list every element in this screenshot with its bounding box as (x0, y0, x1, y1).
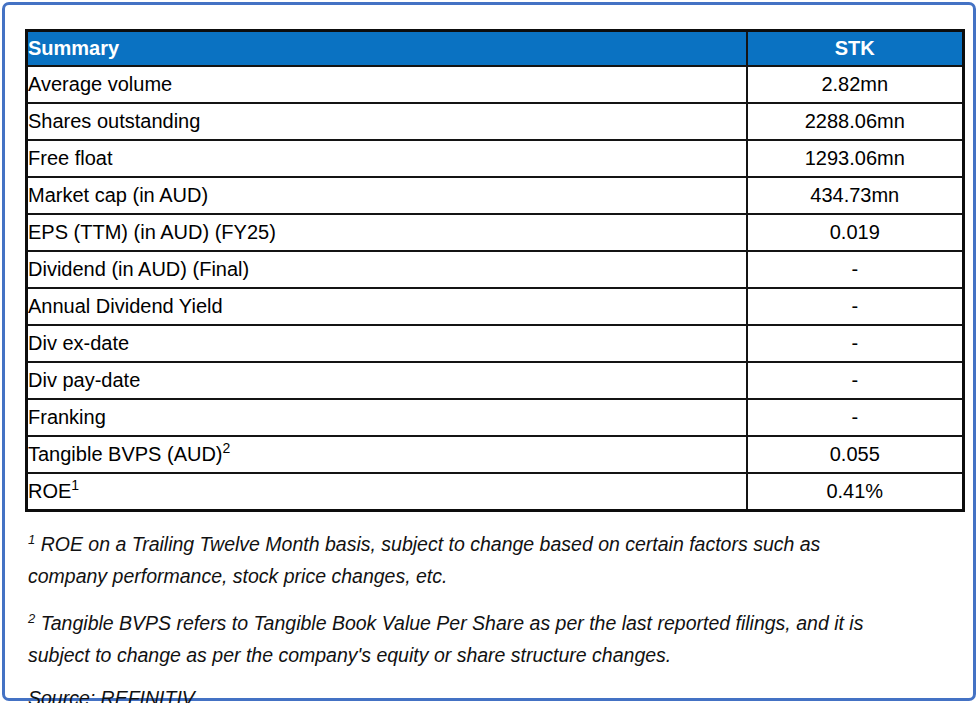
metric-label-text: Div pay-date (28, 369, 140, 391)
metric-label: EPS (TTM) (in AUD) (FY25) (27, 214, 747, 251)
footnote-2-marker: 2 (28, 611, 35, 626)
metric-label: ROE1 (27, 473, 747, 511)
metric-value: 0.055 (747, 436, 964, 473)
metric-value: - (747, 399, 964, 436)
footnote-2: 2 Tangible BVPS refers to Tangible Book … (28, 608, 900, 671)
table-row: ROE1 0.41% (27, 473, 964, 511)
metric-label-text: Annual Dividend Yield (28, 295, 223, 317)
metric-value: - (747, 362, 964, 399)
table-row: Tangible BVPS (AUD)2 0.055 (27, 436, 964, 473)
metric-label-text: Market cap (in AUD) (28, 184, 208, 206)
table-row: Shares outstanding 2288.06mn (27, 103, 964, 140)
metric-value: 0.41% (747, 473, 964, 511)
footnotes-section: 1 ROE on a Trailing Twelve Month basis, … (25, 529, 915, 703)
metric-label-text: Div ex-date (28, 332, 129, 354)
metric-label: Div ex-date (27, 325, 747, 362)
metric-label: Annual Dividend Yield (27, 288, 747, 325)
table-row: Div ex-date - (27, 325, 964, 362)
metric-label: Div pay-date (27, 362, 747, 399)
metric-value: 2.82mn (747, 66, 964, 103)
metric-value: 434.73mn (747, 177, 964, 214)
table-row: EPS (TTM) (in AUD) (FY25) 0.019 (27, 214, 964, 251)
metric-value: 1293.06mn (747, 140, 964, 177)
metric-value: 2288.06mn (747, 103, 964, 140)
footnote-1: 1 ROE on a Trailing Twelve Month basis, … (28, 529, 900, 592)
table-row: Div pay-date - (27, 362, 964, 399)
table-row: Franking - (27, 399, 964, 436)
metric-value: - (747, 325, 964, 362)
table-row: Free float 1293.06mn (27, 140, 964, 177)
metric-label: Tangible BVPS (AUD)2 (27, 436, 747, 473)
footnote-1-text: ROE on a Trailing Twelve Month basis, su… (28, 533, 820, 587)
footnote-1-marker: 1 (28, 532, 35, 547)
metric-value: - (747, 251, 964, 288)
table-row: Annual Dividend Yield - (27, 288, 964, 325)
metric-label-text: Average volume (28, 73, 172, 95)
summary-table: Summary STK Average volume 2.82mn Shares… (25, 29, 965, 512)
metric-label: Free float (27, 140, 747, 177)
source-attribution: Source: REFINITIV (28, 687, 915, 703)
metric-label-text: Dividend (in AUD) (Final) (28, 258, 249, 280)
summary-header-cell: Summary (27, 31, 747, 67)
metric-label: Average volume (27, 66, 747, 103)
metric-label-text: ROE (28, 480, 71, 502)
ticker-header-cell: STK (747, 31, 964, 67)
metric-label-text: Shares outstanding (28, 110, 200, 132)
metric-label: Dividend (in AUD) (Final) (27, 251, 747, 288)
metric-label: Shares outstanding (27, 103, 747, 140)
metric-value: 0.019 (747, 214, 964, 251)
footnote-ref: 2 (223, 440, 231, 456)
metric-label-text: Franking (28, 406, 106, 428)
metric-label: Franking (27, 399, 747, 436)
table-row: Average volume 2.82mn (27, 66, 964, 103)
metric-label-text: Free float (28, 147, 112, 169)
panel-content: Summary STK Average volume 2.82mn Shares… (25, 29, 962, 703)
footnote-2-text: Tangible BVPS refers to Tangible Book Va… (28, 612, 863, 666)
summary-panel: Summary STK Average volume 2.82mn Shares… (0, 0, 979, 703)
metric-label-text: EPS (TTM) (in AUD) (FY25) (28, 221, 276, 243)
table-row: Market cap (in AUD) 434.73mn (27, 177, 964, 214)
table-row: Dividend (in AUD) (Final) - (27, 251, 964, 288)
metric-value: - (747, 288, 964, 325)
metric-label: Market cap (in AUD) (27, 177, 747, 214)
table-header-row: Summary STK (27, 31, 964, 67)
footnote-ref: 1 (71, 477, 79, 493)
metric-label-text: Tangible BVPS (AUD) (28, 443, 223, 465)
